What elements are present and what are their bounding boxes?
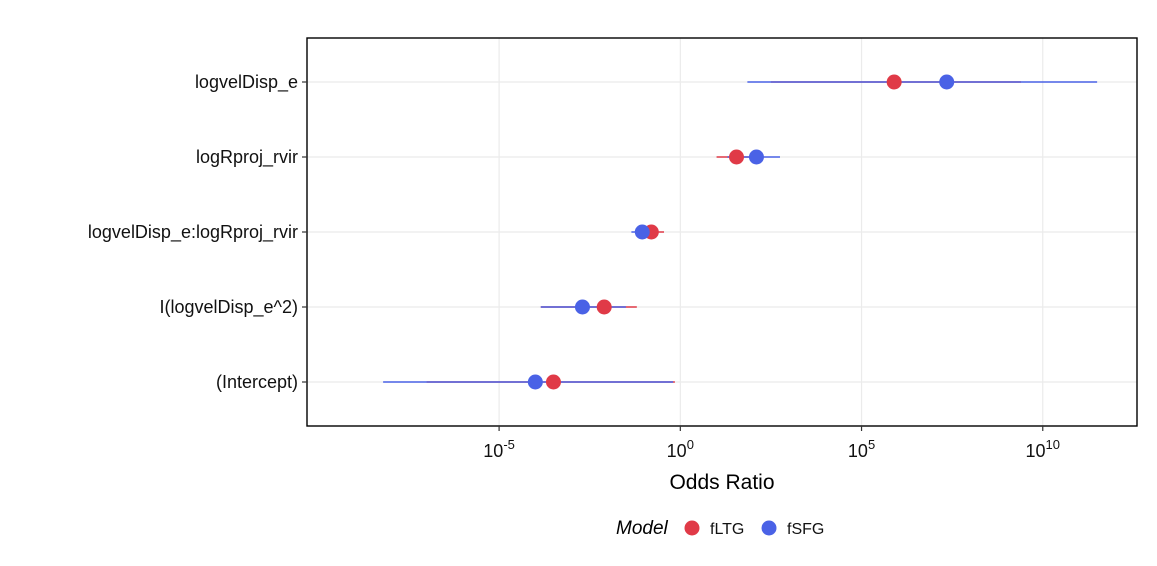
x-tick-label: 1010 [1026,437,1061,461]
y-tick-label: logRproj_rvir [196,147,298,168]
y-axis: logvelDisp_e logRproj_rvir logvelDisp_e:lo… [88,72,307,392]
y-tick-label: logvelDisp_e:logRproj_rvir [88,222,298,243]
x-axis: 10-5 100 105 1010 [483,426,1060,461]
point-fLTG [728,149,744,165]
x-tick-label: 105 [848,437,875,461]
point-fSFG [634,224,650,240]
point-fLTG [596,299,612,315]
legend-label-fSFG: fSFG [787,521,824,538]
x-axis-title: Odds Ratio [669,471,774,494]
point-fSFG [939,74,955,90]
point-fLTG [886,74,902,90]
point-fSFG [574,299,590,315]
x-tick-label: 100 [667,437,694,461]
y-tick-label: logvelDisp_e [195,72,298,93]
legend-key-fLTG [684,520,700,536]
x-tick-label: 10-5 [483,437,515,461]
estimate-points [527,74,955,390]
y-tick-label: (Intercept) [216,372,298,392]
point-fLTG [545,374,561,390]
legend: Model fLTG fSFG [616,518,824,539]
legend-key-fSFG [761,520,777,536]
y-tick-label: I(logvelDisp_e^2) [159,297,298,318]
point-fSFG [748,149,764,165]
legend-label-fLTG: fLTG [710,521,744,538]
legend-title: Model [616,518,669,539]
point-fSFG [527,374,543,390]
